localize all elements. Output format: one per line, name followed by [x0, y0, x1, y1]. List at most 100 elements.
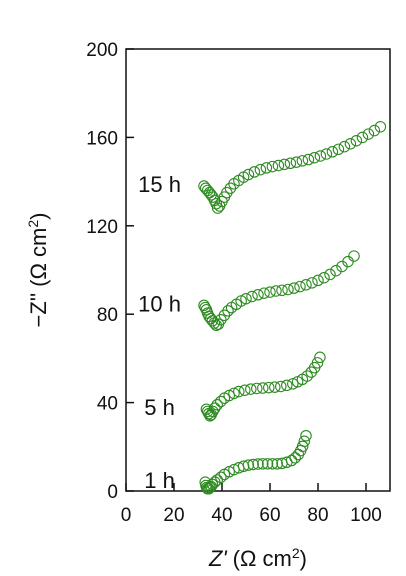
- series-label: 1 h: [144, 468, 175, 493]
- data-point: [314, 351, 326, 364]
- data-point: [209, 402, 221, 414]
- data-point: [318, 271, 330, 284]
- data-point: [272, 159, 285, 172]
- data-point: [261, 458, 274, 470]
- data-point: [215, 471, 227, 484]
- data-point: [228, 387, 240, 400]
- data-point: [344, 138, 357, 150]
- data-point: [289, 452, 301, 464]
- data-point: [348, 250, 360, 262]
- data-point: [311, 357, 324, 369]
- series-points: [200, 351, 326, 422]
- data-point: [296, 440, 309, 453]
- data-point: [374, 121, 387, 133]
- data-point: [284, 157, 297, 170]
- data-point: [205, 189, 217, 201]
- y-tick-label: 160: [86, 128, 118, 149]
- series-points: [198, 250, 360, 331]
- plot-frame: [125, 48, 391, 492]
- data-point: [239, 384, 251, 396]
- data-point: [233, 385, 245, 398]
- data-point: [264, 286, 276, 298]
- x-tick-label: 80: [307, 505, 328, 526]
- x-tick-label: 100: [350, 505, 382, 526]
- x-tick-label: 40: [211, 505, 232, 526]
- data-point: [368, 124, 381, 137]
- data-point: [206, 315, 219, 327]
- data-point: [263, 381, 275, 394]
- data-point: [266, 160, 279, 173]
- data-point: [301, 370, 313, 382]
- data-point: [275, 380, 287, 393]
- data-point: [290, 156, 303, 168]
- data-point: [294, 280, 306, 293]
- data-point: [260, 162, 273, 174]
- data-point: [298, 435, 311, 448]
- data-point: [247, 458, 259, 471]
- data-point: [326, 146, 339, 158]
- data-point: [252, 458, 264, 470]
- y-axis-tick-labels: 0 40 80 120 160 200: [86, 40, 118, 503]
- y-axis-ticks: [126, 48, 134, 492]
- data-point: [302, 153, 315, 166]
- data-point: [287, 378, 299, 390]
- data-point: [296, 155, 309, 167]
- y-axis-title: −Z''(Ω cm2): [25, 212, 51, 327]
- data-point: [248, 166, 261, 178]
- data-points: [198, 121, 387, 495]
- data-point: [211, 399, 223, 411]
- y-tick-label: 0: [107, 482, 118, 503]
- data-point: [266, 458, 279, 470]
- data-point: [242, 459, 255, 471]
- data-point: [330, 264, 342, 277]
- data-point: [269, 381, 281, 393]
- data-point: [292, 448, 305, 461]
- data-point: [338, 140, 351, 153]
- data-point: [308, 151, 321, 164]
- y-tick-label: 200: [86, 40, 118, 61]
- data-point: [215, 395, 227, 408]
- data-point: [257, 458, 269, 470]
- series-points: [198, 121, 387, 214]
- series-label: 15 h: [138, 172, 181, 197]
- data-point: [222, 305, 234, 317]
- series-label: 10 h: [138, 291, 181, 316]
- data-point: [324, 268, 336, 281]
- data-point: [282, 283, 294, 296]
- data-point: [257, 382, 269, 394]
- data-point: [278, 158, 291, 171]
- data-point: [285, 454, 298, 467]
- data-point: [208, 317, 221, 329]
- data-point: [246, 290, 258, 303]
- data-point: [314, 150, 327, 162]
- data-point: [245, 383, 257, 395]
- data-point: [356, 131, 369, 144]
- data-point: [300, 429, 312, 442]
- data-point: [300, 279, 312, 291]
- x-axis-tick-labels: 0 20 40 60 80 100: [121, 505, 382, 526]
- data-point: [210, 197, 222, 210]
- data-point: [258, 287, 270, 299]
- x-tick-label: 20: [163, 505, 184, 526]
- data-point: [200, 481, 213, 494]
- data-point: [332, 143, 345, 156]
- series-labels: 1 h 5 h 10 h 15 h: [138, 172, 181, 493]
- x-tick-label: 60: [259, 505, 280, 526]
- data-point: [306, 277, 318, 289]
- data-point: [288, 282, 300, 294]
- data-point: [281, 379, 293, 392]
- y-tick-label: 80: [97, 305, 118, 326]
- data-point: [254, 163, 267, 176]
- data-point: [211, 474, 223, 486]
- y-tick-label: 120: [86, 217, 118, 238]
- y-tick-label: 40: [97, 394, 118, 415]
- x-axis-title: Z' (Ω cm2): [208, 545, 307, 571]
- data-point: [312, 274, 324, 287]
- data-point: [242, 168, 255, 181]
- data-point: [270, 285, 282, 297]
- data-point: [276, 284, 288, 297]
- data-point: [251, 382, 263, 395]
- x-axis-ticks: [125, 483, 367, 491]
- data-point: [362, 128, 375, 140]
